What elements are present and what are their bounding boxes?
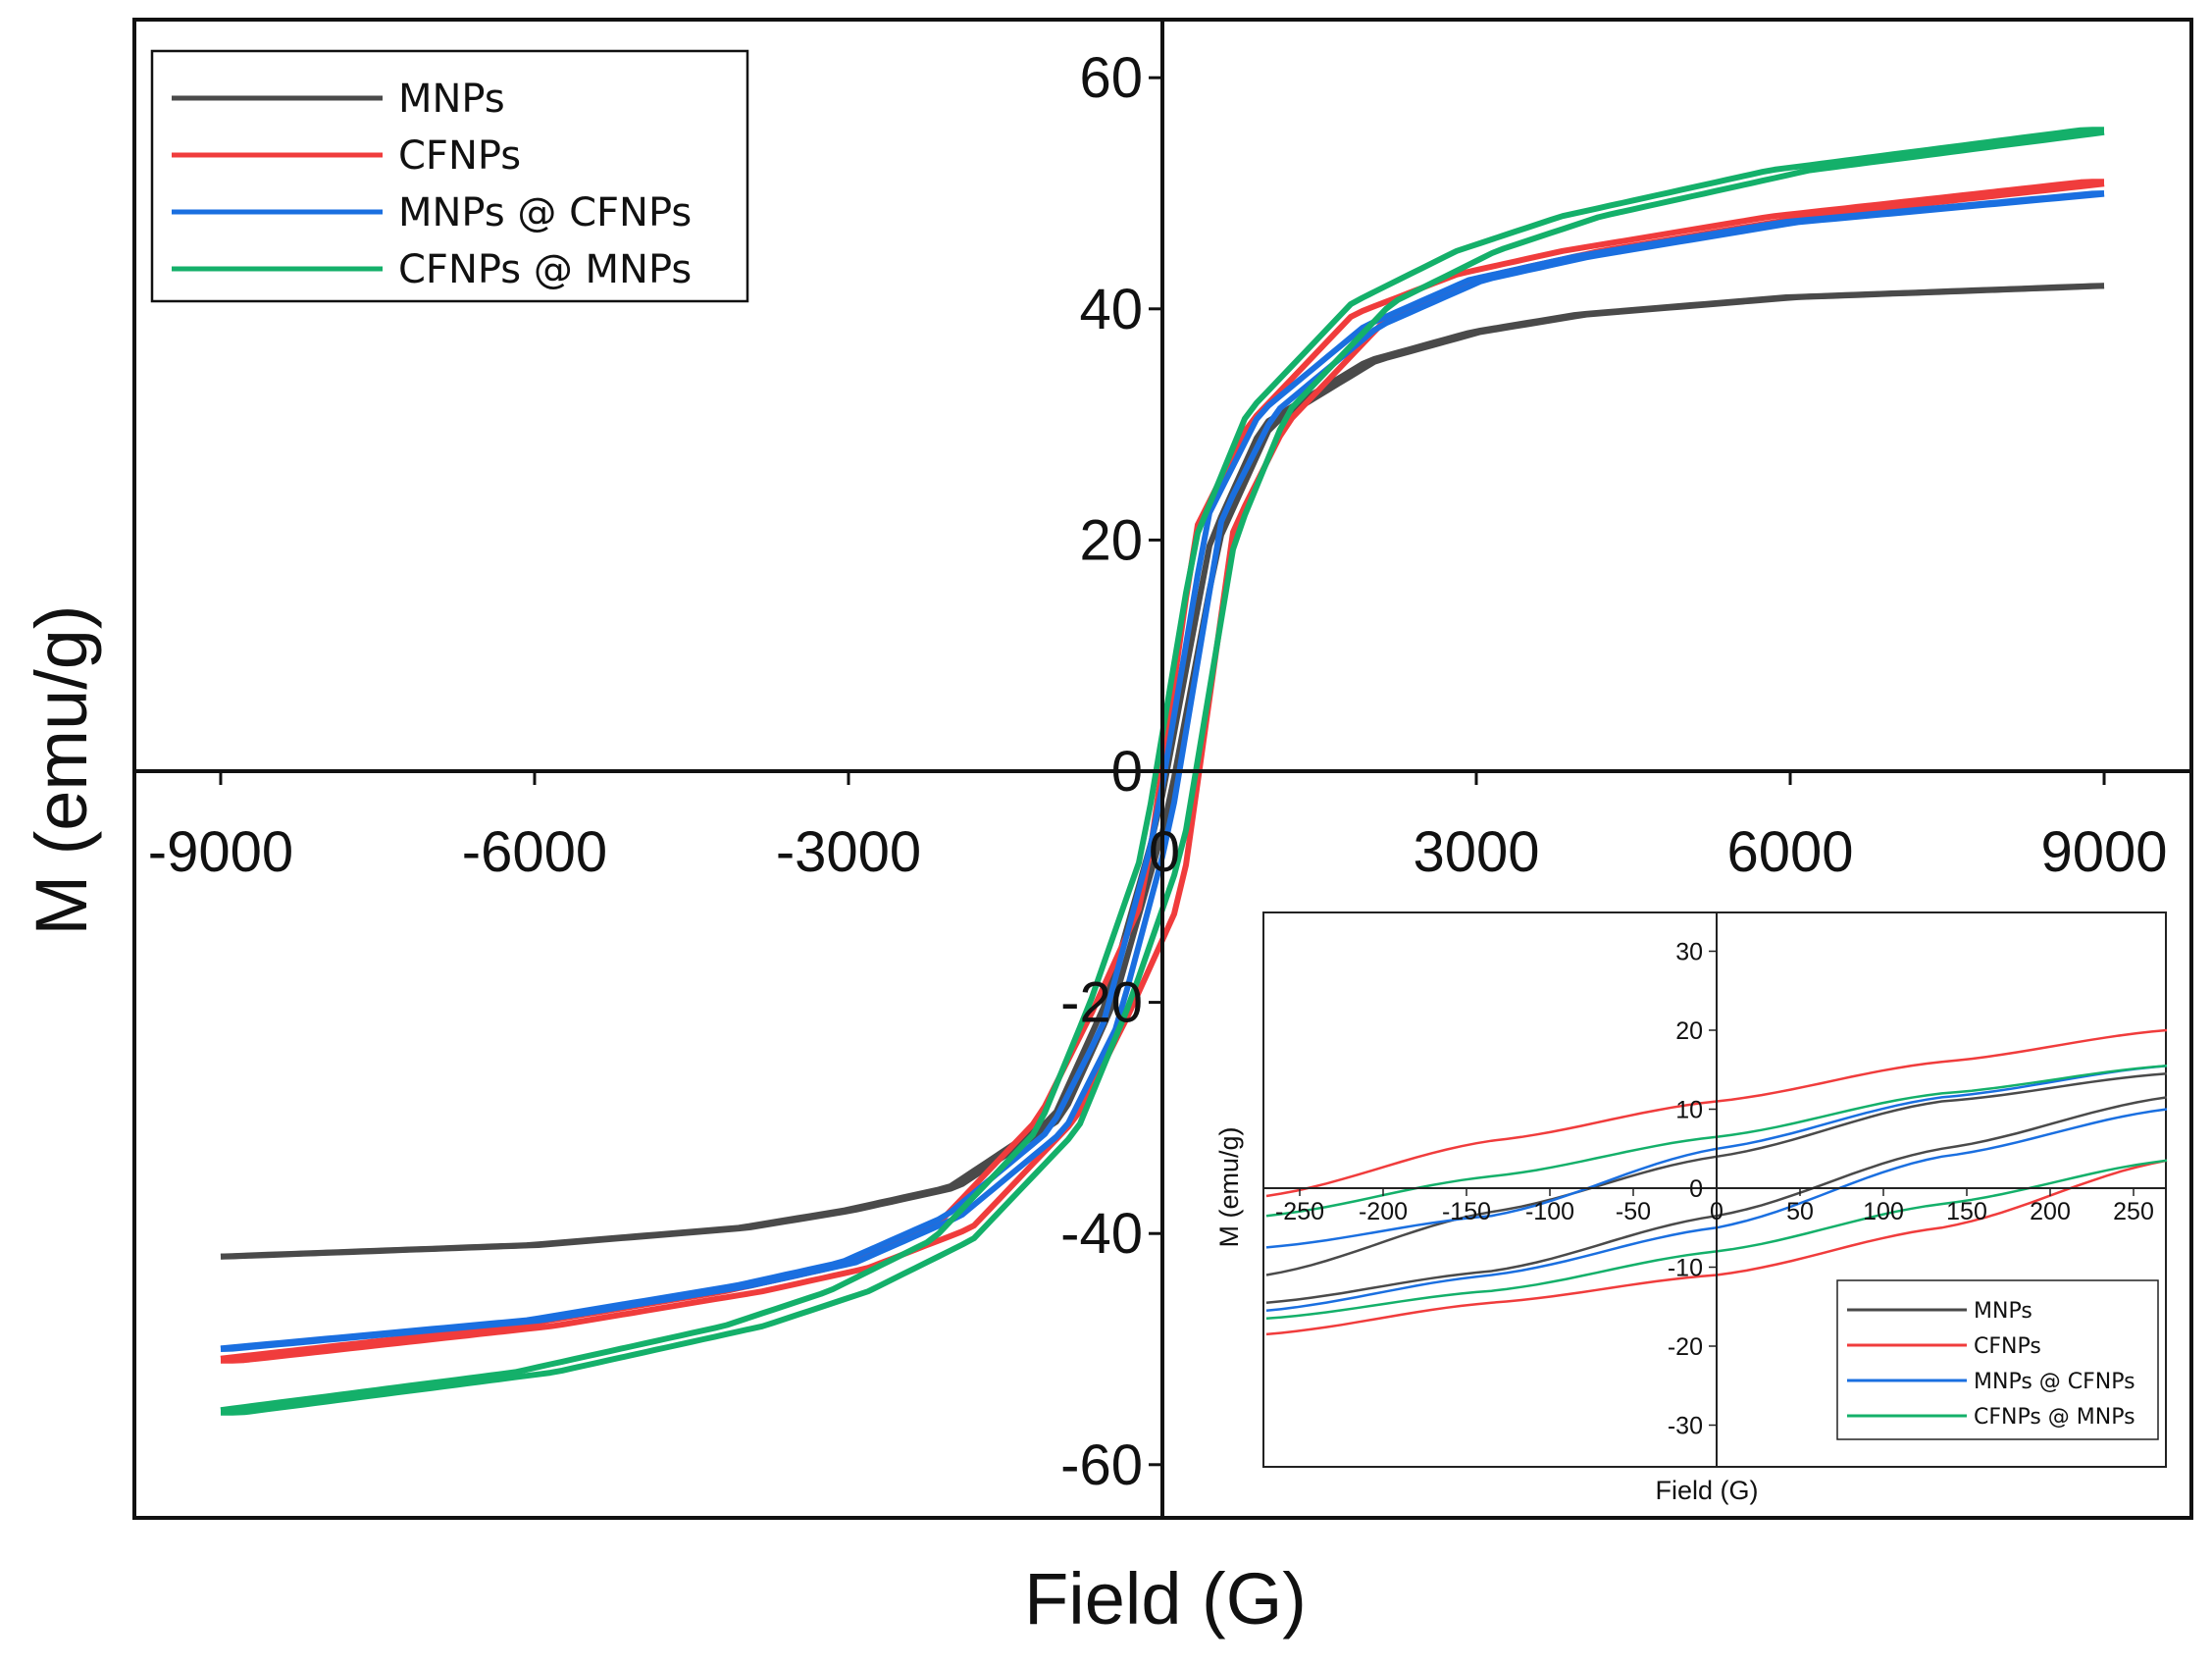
main-y-tick-label: -20 (1060, 971, 1143, 1035)
inset-x-tick-label: -150 (1442, 1198, 1491, 1225)
inset-x-tick-label: 100 (1863, 1198, 1904, 1225)
inset-x-tick-label: -100 (1525, 1198, 1574, 1225)
main-legend-label-cfnps: CFNPs (398, 133, 521, 179)
inset-x-tick-label: 250 (2113, 1198, 2154, 1225)
inset-legend: MNPs CFNPs MNPs @ CFNPs CFNPs @ MNPs (1836, 1279, 2159, 1440)
inset-ticks: -250 -200 -150 -100 -50 0 50 100 150 200 250-30-20… (1275, 939, 2154, 1440)
inset-y-tick-label: 20 (1675, 1017, 1703, 1045)
main-y-tick-label: -40 (1060, 1202, 1143, 1266)
inset-plot: -250 -200 -150 -100 -50 0 50 100 150 200 250-30-20… (1262, 911, 2168, 1468)
main-legend-label-mnps: MNPs (398, 77, 505, 122)
main-legend-label-mnps-cfnps: MNPs @ CFNPs (398, 190, 692, 235)
main-x-tick-label: 6000 (1727, 820, 1854, 884)
inset-legend-label-cfnps: CFNPs (1974, 1334, 2041, 1359)
main-y-tick-label: 60 (1079, 46, 1143, 110)
main-y-axis-title: M (emu/g) (21, 604, 102, 935)
main-x-tick-label: 9000 (2041, 820, 2168, 884)
main-x-axis-title: Field (G) (1024, 1558, 1307, 1640)
inset-x-axis-title: Field (G) (1655, 1476, 1758, 1505)
main-y-tick-label: 0 (1111, 740, 1143, 804)
inset-y-tick-label: -10 (1668, 1255, 1703, 1282)
inset-x-tick-label: 200 (2030, 1198, 2071, 1225)
main-x-tick-label: 3000 (1413, 820, 1539, 884)
inset-y-tick-label: -30 (1668, 1413, 1703, 1440)
main-x-tick-label: -6000 (462, 820, 607, 884)
inset-legend-box (1836, 1279, 2159, 1440)
inset-legend-label-cfnps-mnps: CFNPs @ MNPs (1974, 1405, 2135, 1430)
main-legend-label-cfnps-mnps: CFNPs @ MNPs (398, 247, 692, 292)
inset-legend-label-mnps-cfnps: MNPs @ CFNPs (1974, 1370, 2135, 1394)
inset-legend-label-mnps: MNPs (1974, 1299, 2032, 1324)
main-legend-box (150, 49, 749, 303)
inset-y-tick-label: 0 (1689, 1175, 1703, 1203)
inset-x-tick-label: 0 (1710, 1198, 1723, 1225)
main-x-tick-label: 0 (1149, 820, 1180, 884)
main-legend: MNPs CFNPs MNPs @ CFNPs CFNPs @ MNPs (150, 49, 749, 303)
main-plot: -9000 -6000 -3000 0 3000 6000 9000-60-40-20020… (132, 18, 2193, 1520)
inset-y-tick-label: 30 (1675, 939, 1703, 966)
main-y-tick-label: 20 (1079, 508, 1143, 572)
main-ticks: -9000 -6000 -3000 0 3000 6000 9000-60-40-20020… (148, 46, 2168, 1497)
main-x-tick-label: -9000 (148, 820, 293, 884)
main-y-tick-label: -60 (1060, 1433, 1143, 1497)
inset-x-tick-label: 150 (1946, 1198, 1987, 1225)
inset-y-tick-label: -20 (1668, 1333, 1703, 1361)
inset-x-tick-label: -50 (1616, 1198, 1651, 1225)
inset-y-tick-label: 10 (1675, 1097, 1703, 1124)
inset-x-tick-label: 50 (1786, 1198, 1814, 1225)
inset-y-axis-title: M (emu/g) (1214, 1126, 1244, 1247)
inset-x-tick-label: -250 (1275, 1198, 1324, 1225)
main-y-tick-label: 40 (1079, 278, 1143, 341)
main-x-tick-label: -3000 (776, 820, 921, 884)
inset-x-tick-label: -200 (1359, 1198, 1408, 1225)
